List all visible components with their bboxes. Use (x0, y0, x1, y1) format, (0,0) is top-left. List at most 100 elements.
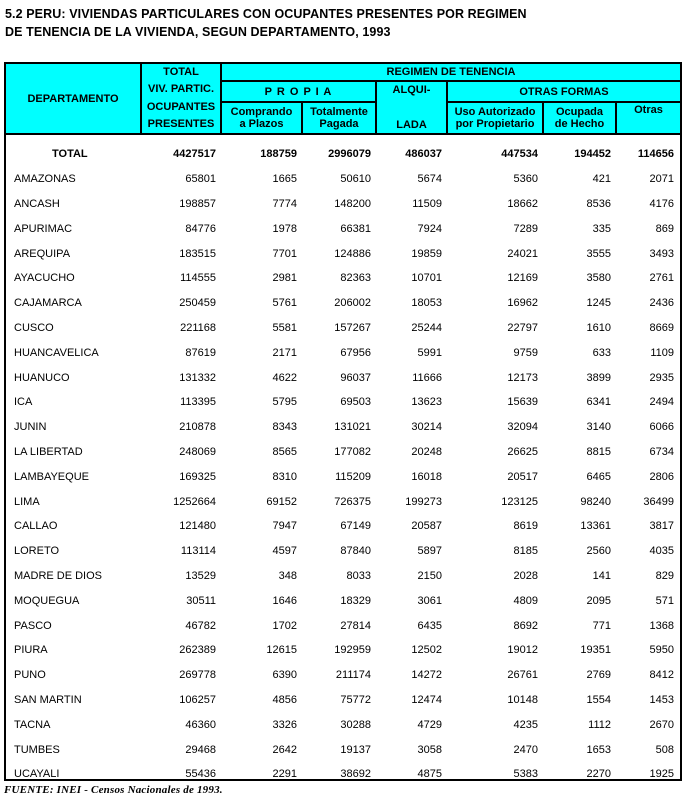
cell-value: 5795 (272, 396, 297, 409)
cell-value: 1646 (272, 594, 297, 607)
value-cell: 726375 (303, 496, 377, 508)
department-label: HUANCAVELICA (14, 346, 99, 359)
cell-value: 12474 (411, 693, 442, 706)
department-label: AMAZONAS (14, 173, 76, 186)
value-cell: 8310 (222, 471, 303, 483)
cell-value: 7947 (272, 520, 297, 533)
cell-value: 19137 (340, 743, 371, 756)
cell-value: 16018 (411, 470, 442, 483)
value-cell: 69503 (303, 396, 377, 408)
cell-value: 5897 (417, 545, 442, 558)
cell-value: 13361 (580, 520, 611, 533)
cell-value: 55436 (185, 768, 216, 781)
header-uso-autorizado: Uso Autorizado por Propietario (448, 103, 542, 133)
table-row: AREQUIPA 183515 7701 124886 19859 24021 3555 34… (6, 241, 680, 266)
cell-value: 6390 (272, 669, 297, 682)
cell-value: 46782 (185, 619, 216, 632)
value-cell: 7289 (448, 223, 544, 235)
department-label: PASCO (14, 619, 52, 632)
cell-value: 115209 (335, 470, 371, 483)
value-cell: 1368 (617, 620, 680, 632)
cell-value: 2769 (586, 669, 611, 682)
cell-value: 269778 (179, 669, 216, 682)
cell-value: 27814 (340, 619, 371, 632)
cell-value: 4235 (513, 718, 538, 731)
department-cell: PIURA (6, 644, 142, 656)
value-cell: 183515 (142, 248, 222, 260)
department-cell: LA LIBERTAD (6, 446, 142, 458)
value-cell: 114656 (617, 148, 680, 161)
cell-value: 508 (655, 743, 674, 756)
department-label: LA LIBERTAD (14, 445, 83, 458)
value-cell: 869 (617, 223, 680, 235)
value-cell: 24021 (448, 248, 544, 260)
value-cell: 169325 (142, 471, 222, 483)
value-cell: 20587 (377, 520, 448, 532)
value-cell: 8412 (617, 669, 680, 681)
cell-value: 8692 (513, 619, 538, 632)
cell-value: 4856 (272, 693, 297, 706)
department-cell: LORETO (6, 545, 142, 557)
value-cell: 3140 (544, 421, 617, 433)
cell-value: 5581 (272, 321, 297, 334)
value-cell: 115209 (303, 471, 377, 483)
value-cell: 8692 (448, 620, 544, 632)
cell-value: 2560 (586, 545, 611, 558)
value-cell: 248069 (142, 446, 222, 458)
cell-value: 7924 (417, 222, 442, 235)
value-cell: 3580 (544, 272, 617, 284)
value-cell: 199273 (377, 496, 448, 508)
value-cell: 1978 (222, 223, 303, 235)
value-cell: 4622 (222, 372, 303, 384)
value-cell: 82363 (303, 272, 377, 284)
department-cell: AMAZONAS (6, 173, 142, 185)
value-cell: 2095 (544, 595, 617, 607)
value-cell: 2935 (617, 372, 680, 384)
value-cell: 5674 (377, 173, 448, 185)
cell-value: 2996079 (328, 148, 371, 161)
header-ocupada-de-hecho: Ocupada de Hecho (544, 103, 615, 133)
value-cell: 1109 (617, 347, 680, 359)
cell-value: 5360 (513, 173, 538, 186)
cell-value: 18662 (507, 197, 538, 210)
value-cell: 46360 (142, 719, 222, 731)
department-cell: HUANUCO (6, 372, 142, 384)
department-cell: LAMBAYEQUE (6, 471, 142, 483)
cell-value: 5950 (649, 644, 674, 657)
value-cell: 10148 (448, 694, 544, 706)
cell-value: 9759 (513, 346, 538, 359)
value-cell: 4235 (448, 719, 544, 731)
value-cell: 7947 (222, 520, 303, 532)
cell-value: 10148 (507, 693, 538, 706)
department-label: APURIMAC (14, 222, 73, 235)
value-cell: 1665 (222, 173, 303, 185)
cell-value: 12169 (507, 272, 538, 285)
value-cell: 148200 (303, 198, 377, 210)
department-cell: MADRE DE DIOS (6, 570, 142, 582)
cell-value: 3493 (649, 247, 674, 260)
department-cell: MOQUEGUA (6, 595, 142, 607)
cell-value: 4729 (417, 718, 442, 731)
cell-value: 4035 (649, 545, 674, 558)
value-cell: 4809 (448, 595, 544, 607)
cell-value: 8669 (649, 321, 674, 334)
table-row: HUANUCO 131332 4622 96037 11666 12173 3899 2935 (6, 365, 680, 390)
value-cell: 2670 (617, 719, 680, 731)
value-cell: 67956 (303, 347, 377, 359)
cell-value: 7774 (272, 197, 297, 210)
department-cell: CALLAO (6, 520, 142, 532)
department-cell: AREQUIPA (6, 248, 142, 260)
value-cell: 5581 (222, 322, 303, 334)
value-cell: 19012 (448, 644, 544, 656)
cell-value: 13623 (411, 396, 442, 409)
value-cell: 114555 (142, 272, 222, 284)
department-cell: UCAYALI (6, 768, 142, 780)
value-cell: 2071 (617, 173, 680, 185)
table-row: SAN MARTIN 106257 4856 75772 12474 10148 1554 1… (6, 688, 680, 713)
cell-value: 4809 (513, 594, 538, 607)
cell-value: 1610 (586, 321, 611, 334)
department-cell: CAJAMARCA (6, 297, 142, 309)
value-cell: 206002 (303, 297, 377, 309)
cell-value: 16962 (507, 297, 538, 310)
value-cell: 210878 (142, 421, 222, 433)
